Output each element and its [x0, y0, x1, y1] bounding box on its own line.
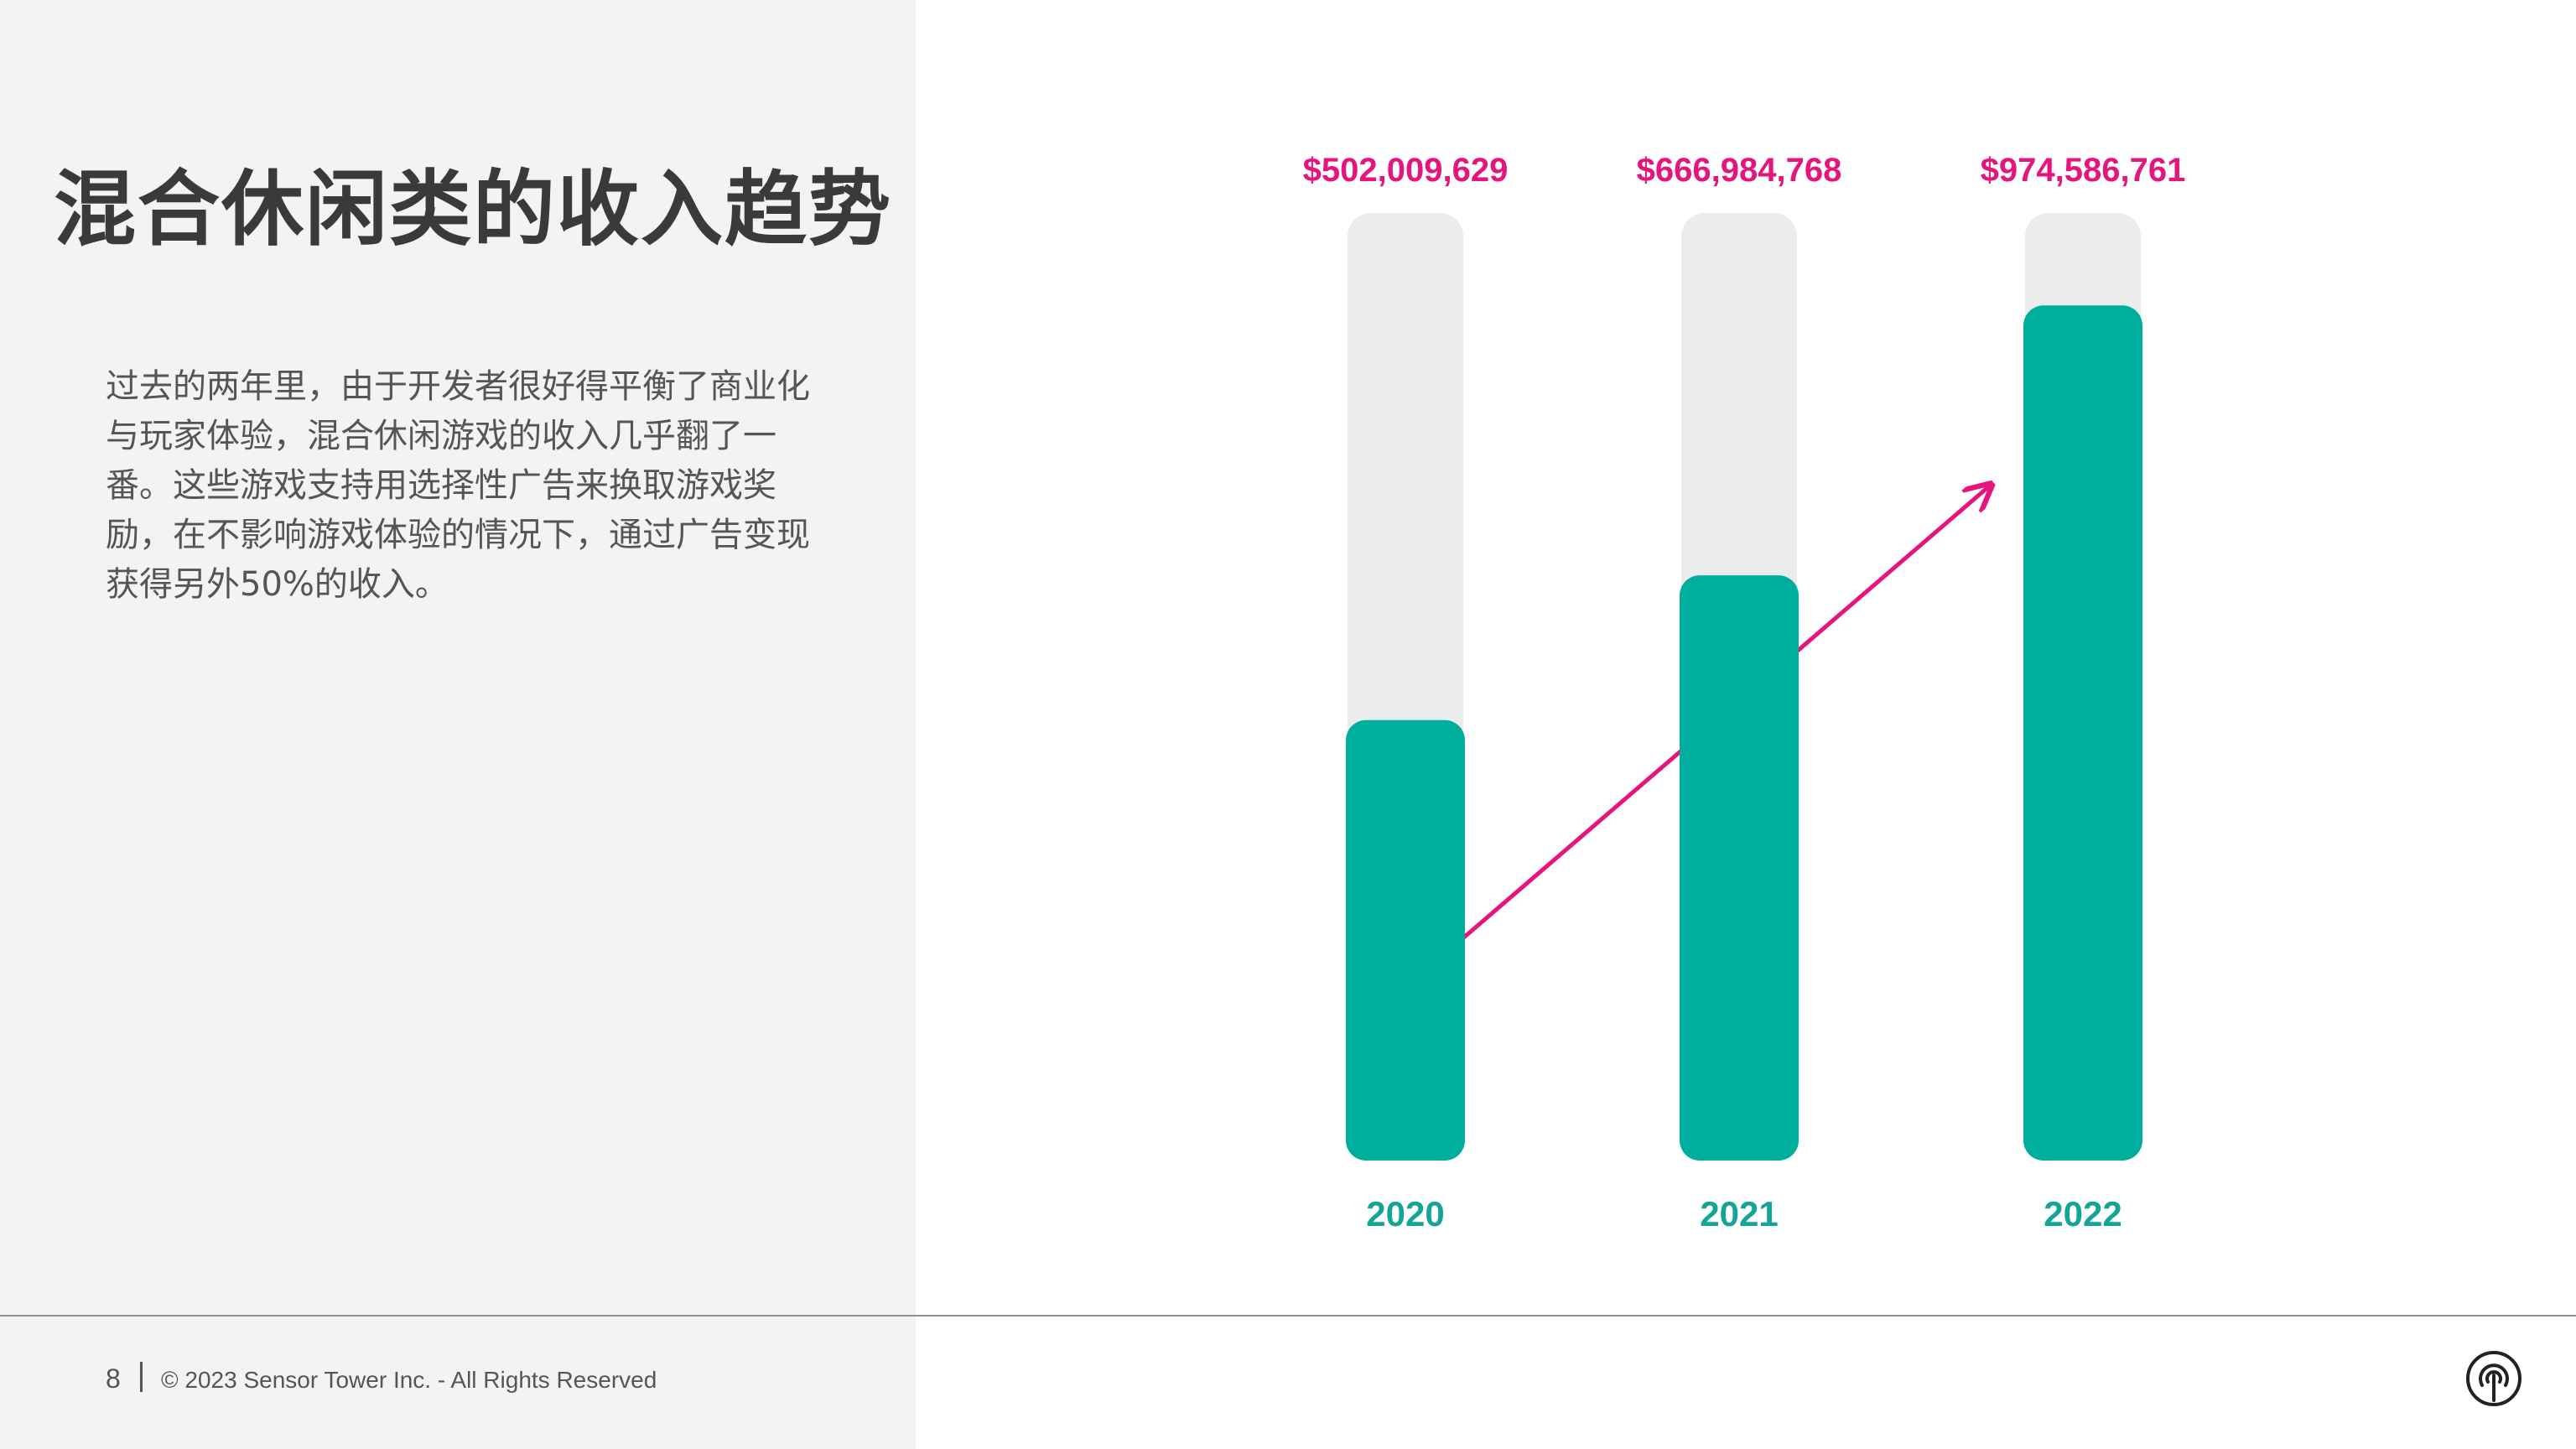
bar-2020: [1346, 719, 1465, 1161]
footer-separator: [140, 1362, 143, 1392]
page-title: 混合休闲类的收入趋势: [54, 162, 893, 257]
description-text: 过去的两年里，由于开发者很好得平衡了商业化与玩家体验，混合休闲游戏的收入几乎翻了…: [106, 367, 810, 604]
tick-label-2020: 2020: [1366, 1194, 1444, 1233]
tick-label-2021: 2021: [1700, 1194, 1778, 1233]
sensor-tower-logo-icon: [2466, 1351, 2521, 1406]
bar-2021: [1680, 575, 1799, 1161]
footer-divider: [0, 1315, 2576, 1317]
left-panel: [0, 0, 916, 1449]
value-label-2021: $666,984,768: [1637, 152, 1842, 189]
page-number: 8: [106, 1363, 121, 1394]
bar-2022: [2023, 305, 2142, 1161]
value-label-2020: $502,009,629: [1303, 152, 1509, 189]
tick-label-2022: 2022: [2044, 1194, 2122, 1233]
value-label-2022: $974,586,761: [1981, 152, 2186, 189]
copyright-text: © 2023 Sensor Tower Inc. - All Rights Re…: [161, 1367, 657, 1393]
revenue-bar-chart: $502,009,629 2020 $666,984,768 2021 $974,586…: [1303, 152, 2186, 1233]
